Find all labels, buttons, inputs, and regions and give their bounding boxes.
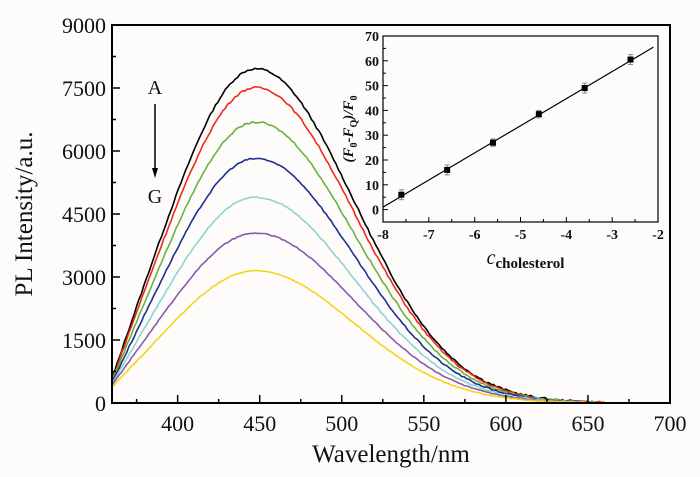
x-tick-label: 400 <box>161 411 194 436</box>
y-axis-title: PL Intensity/a.u. <box>11 131 38 296</box>
y-tick-label: 1500 <box>62 328 106 353</box>
square-marker <box>581 85 588 92</box>
inset-y-tick-label: 10 <box>365 179 379 194</box>
inset-y-axis-title: (F0-FQ)/F0 <box>341 96 360 163</box>
inset-y-part: -F <box>341 127 357 142</box>
main-y-ticks: 0 1500 3000 4500 6000 7500 9000 <box>62 13 120 416</box>
square-marker <box>398 191 405 198</box>
spectrum-curve-B <box>111 85 605 404</box>
spectrum-curve-G <box>111 269 605 404</box>
inset-data-point <box>444 164 451 176</box>
inset-x-title-main: c <box>487 247 496 269</box>
inset-x-ticks: -8 -7 -6 -5 -4 -3 -2 <box>377 217 664 243</box>
inset-x-title-sub: cholesterol <box>496 256 565 272</box>
inset-y-part: 0 <box>349 96 360 101</box>
inset-x-tick-label: -3 <box>606 228 618 243</box>
y-tick-label: 3000 <box>62 265 106 290</box>
inset-plot: -8 -7 -6 -5 -4 -3 -2 0 10 20 30 40 50 60 70 ccholeste… <box>341 30 664 272</box>
x-tick-label: 450 <box>243 411 276 436</box>
inset-data-point <box>535 109 542 119</box>
inset-y-part: (F <box>341 147 357 162</box>
square-marker <box>490 139 496 146</box>
spectrum-curve-D <box>111 157 605 404</box>
inset-y-tick-label: 20 <box>365 154 379 169</box>
y-tick-label: 6000 <box>62 139 106 164</box>
inset-plot-frame <box>382 35 659 223</box>
spectrum-curve-E <box>111 195 605 404</box>
main-plot: 400 450 500 550 600 650 700 015003000450060007… <box>11 13 687 468</box>
inset-y-part: Q <box>349 119 360 127</box>
inset-x-tick-label: -8 <box>377 228 389 243</box>
x-tick-label: 650 <box>571 411 604 436</box>
inset-x-tick-label: -7 <box>423 228 435 243</box>
inset-data-point <box>398 189 405 201</box>
inset-y-part: )/F <box>341 101 357 122</box>
spectrum-curve-A <box>111 67 605 404</box>
main-x-ticks: 400 450 500 550 600 650 700 <box>135 395 687 436</box>
inset-y-tick-label: 60 <box>365 55 379 70</box>
inset-x-tick-label: -2 <box>652 228 664 243</box>
inset-x-tick-label: -5 <box>515 228 527 243</box>
inset-x-tick-label: -4 <box>560 228 572 243</box>
square-marker <box>444 166 451 173</box>
annotation-start-label: A <box>148 77 163 99</box>
y-tick-label: 7500 <box>62 76 106 101</box>
square-marker <box>627 56 634 63</box>
spectrum-curve-F <box>111 232 605 404</box>
inset-y-part: 0 <box>349 142 360 147</box>
y-tick-label: 0 <box>95 391 106 416</box>
arrow-head-icon <box>152 168 158 178</box>
inset-y-tick-label: 40 <box>365 104 379 119</box>
x-tick-label: 500 <box>325 411 358 436</box>
y-tick-label: 4500 <box>62 202 106 227</box>
inset-data-point <box>627 54 634 66</box>
inset-y-tick-label: 30 <box>365 129 379 144</box>
inset-data-points <box>398 54 634 201</box>
inset-data-point <box>490 138 496 147</box>
inset-data-point <box>581 82 588 94</box>
inset-y-ticks: 0 10 20 30 40 50 60 70 <box>365 30 388 219</box>
inset-x-tick-label: -6 <box>469 228 481 243</box>
inset-x-axis-title: ccholesterol <box>487 247 565 272</box>
spectra-curves <box>111 67 605 404</box>
a-to-g-annotation: A G <box>148 77 163 208</box>
square-marker <box>535 111 542 118</box>
inset-y-tick-label: 50 <box>365 80 379 95</box>
inset-y-tick-label: 0 <box>372 204 379 219</box>
x-axis-title: Wavelength/nm <box>312 441 470 468</box>
inset-fit-line <box>382 46 654 208</box>
inset-y-tick-label: 70 <box>365 30 379 45</box>
annotation-end-label: G <box>148 186 162 208</box>
x-tick-label: 550 <box>407 411 440 436</box>
spectrum-curve-C <box>111 120 605 404</box>
x-tick-label: 600 <box>489 411 522 436</box>
y-tick-label: 9000 <box>62 13 106 38</box>
x-tick-label: 700 <box>654 411 687 436</box>
